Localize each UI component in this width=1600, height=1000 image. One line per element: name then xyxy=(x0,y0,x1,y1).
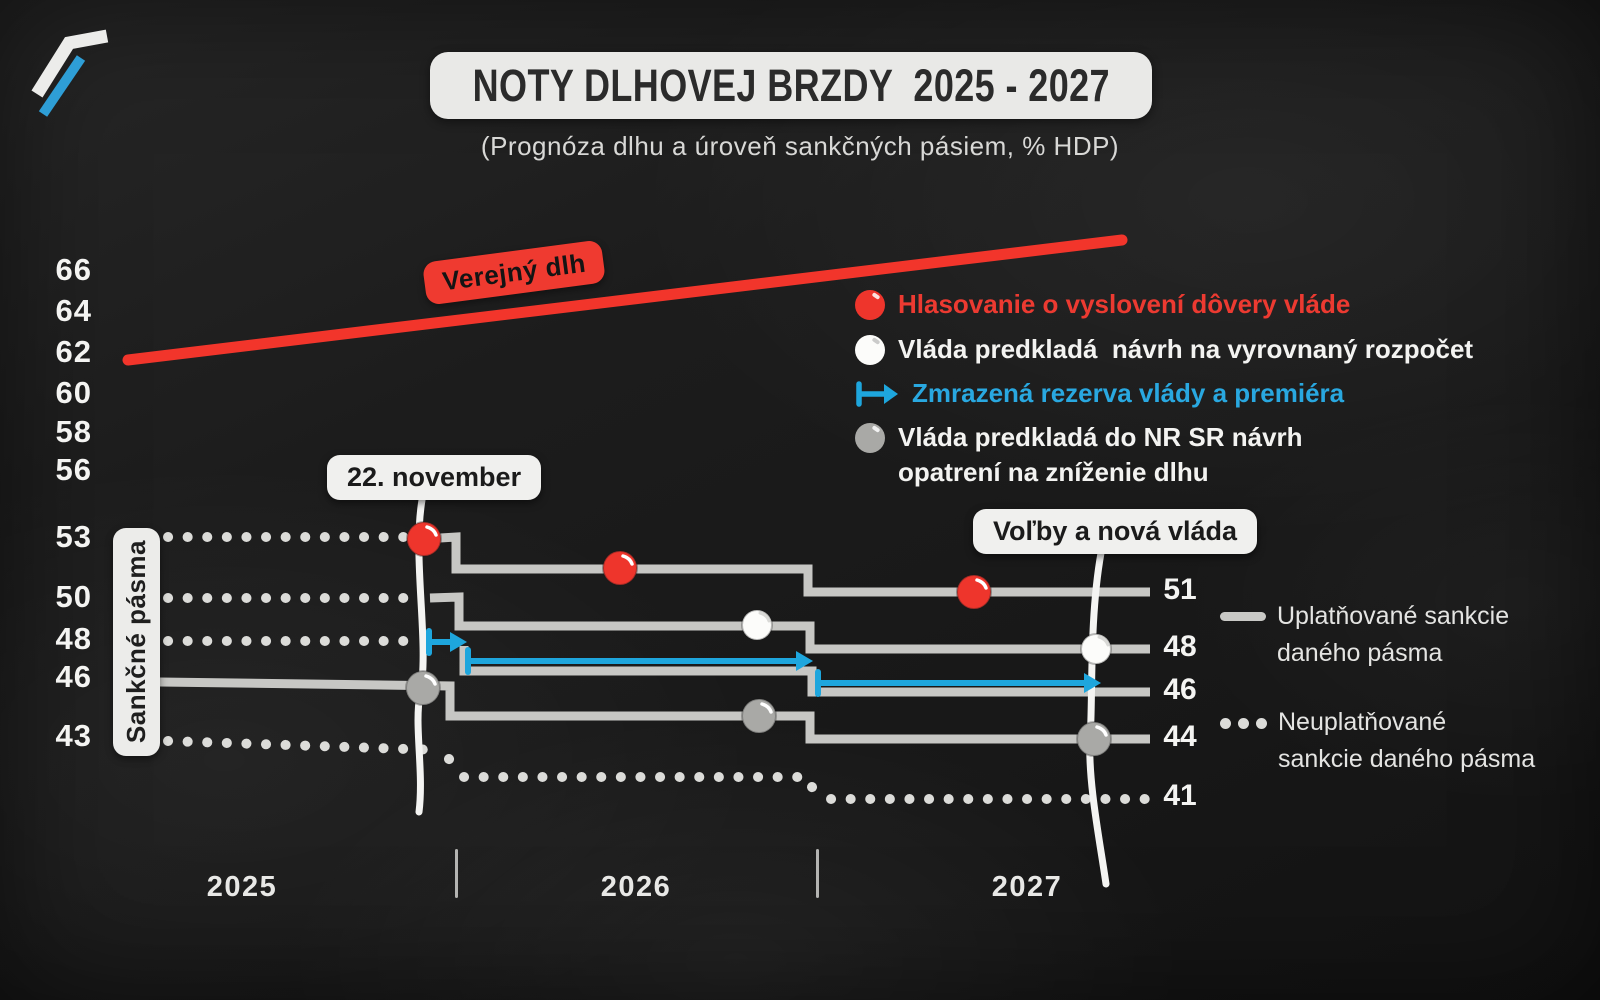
page-subtitle: (Prognóza dlhu a úroveň sankčných pásiem… xyxy=(480,131,1120,161)
legend-applied-sanctions: Uplatňované sankcie daného pásma xyxy=(1220,598,1509,672)
y-axis-tick-upper-60: 60 xyxy=(55,375,92,410)
dot-shine xyxy=(621,554,634,566)
legend-line-label: Neuplatňované sankcie daného pásma xyxy=(1278,708,1536,773)
band-end-label-51: 51 xyxy=(1163,573,1197,606)
y-axis-tick-lower-43: 43 xyxy=(55,718,92,753)
y-axis-tick-lower-50: 50 xyxy=(55,579,92,614)
sanction-bands-axis-label: Sankčné pásma xyxy=(121,540,151,744)
frozen-reserve-arrowhead-1 xyxy=(796,651,813,671)
white-dot-icon xyxy=(855,334,885,365)
y-axis-tick-lower-48: 48 xyxy=(55,621,92,656)
x-axis-separator-0 xyxy=(455,849,458,898)
legend-event-debt-reduction: Vláda predkladá do NR SR návrh opatrení … xyxy=(855,420,1303,490)
red-dot-icon xyxy=(855,289,885,320)
legend-event-label: Zmrazená rezerva vlády a premiéra xyxy=(912,378,1345,408)
y-axis-tick-upper-66: 66 xyxy=(55,252,92,287)
frozen-reserve-arrowhead-0 xyxy=(450,632,467,652)
sanction-band-solid-line-48 xyxy=(459,646,1150,697)
event-label-22-november: 22. november xyxy=(327,455,542,500)
legend-event-label: Vláda predkladá do NR SR návrh opatrení … xyxy=(898,422,1303,487)
page-title-box: NOTY DLHOVEJ BRZDY 2025 - 2027 xyxy=(430,52,1152,119)
x-axis-year-2026: 2026 xyxy=(600,871,672,903)
band-end-label-46: 46 xyxy=(1163,673,1197,706)
sanction-bands-axis-label-box: Sankčné pásma xyxy=(113,528,160,756)
y-axis-tick-upper-64: 64 xyxy=(55,293,92,328)
band-end-label-48: 48 xyxy=(1163,630,1197,663)
event-label-text: Voľby a nová vláda xyxy=(993,516,1237,546)
dot-shine xyxy=(760,702,773,714)
red-event-dot xyxy=(602,550,638,586)
dotted-line-swatch-icon xyxy=(1220,718,1267,729)
gray-dot-icon xyxy=(855,423,885,453)
x-axis-year-2025: 2025 xyxy=(206,871,278,903)
sanction-band-dotted-line-43 xyxy=(163,736,442,755)
gray-event-dot xyxy=(405,670,441,706)
sanction-band-dotted-line-43 xyxy=(444,754,461,776)
dot-shine xyxy=(1095,725,1108,737)
red-event-dot xyxy=(956,574,992,610)
public-debt-line xyxy=(122,234,1128,366)
legend-event-frozen-reserve: Zmrazená rezerva vlády a premiéra xyxy=(855,376,1344,411)
sanction-band-dotted-line-43 xyxy=(807,782,822,802)
dot-shine xyxy=(975,578,988,590)
y-axis-tick-lower-53: 53 xyxy=(55,519,92,554)
y-axis-tick-upper-62: 62 xyxy=(55,334,92,369)
gray-event-dot xyxy=(741,698,777,734)
dot-shine xyxy=(758,611,771,623)
arrow-from-bar-icon xyxy=(856,380,898,407)
solid-line-swatch-icon xyxy=(1220,612,1266,621)
white-event-dot xyxy=(1080,633,1112,665)
legend-event-balanced-budget: Vláda predkladá návrh na vyrovnaný rozpo… xyxy=(855,332,1473,367)
sanction-band-solid-line-46 xyxy=(159,677,1150,744)
event-label-text: 22. november xyxy=(347,462,522,492)
x-axis-year-2027: 2027 xyxy=(991,871,1063,903)
logo-icon xyxy=(31,29,109,117)
dot-shine xyxy=(425,525,438,537)
gray-event-dot xyxy=(1076,721,1112,757)
y-axis-tick-upper-58: 58 xyxy=(55,414,92,449)
y-axis-tick-upper-56: 56 xyxy=(55,452,92,487)
dot-shine xyxy=(424,674,437,686)
legend-line-label: Uplatňované sankcie daného pásma xyxy=(1277,602,1510,667)
legend-event-label: Hlasovanie o vyslovení dôvery vláde xyxy=(898,289,1351,319)
band-end-label-44: 44 xyxy=(1163,720,1197,753)
sanction-band-solid-line-50 xyxy=(429,592,1150,654)
legend-event-confidence-vote: Hlasovanie o vyslovení dôvery vláde xyxy=(855,287,1350,322)
frozen-reserve-arrowhead-2 xyxy=(1084,673,1101,693)
legend-not-applied-sanctions: Neuplatňované sankcie daného pásma xyxy=(1220,704,1535,778)
y-axis-tick-lower-46: 46 xyxy=(55,659,92,694)
legend-event-label: Vláda predkladá návrh na vyrovnaný rozpo… xyxy=(898,334,1474,364)
event-vertical-line-1 xyxy=(1086,549,1110,888)
band-end-label-41: 41 xyxy=(1163,779,1197,812)
white-event-dot xyxy=(741,609,773,641)
page-title: NOTY DLHOVEJ BRZDY 2025 - 2027 xyxy=(472,59,1110,111)
red-event-dot xyxy=(406,521,442,557)
event-label-elections: Voľby a nová vláda xyxy=(973,509,1257,554)
dot-shine xyxy=(1097,635,1110,647)
x-axis-separator-1 xyxy=(816,849,819,898)
